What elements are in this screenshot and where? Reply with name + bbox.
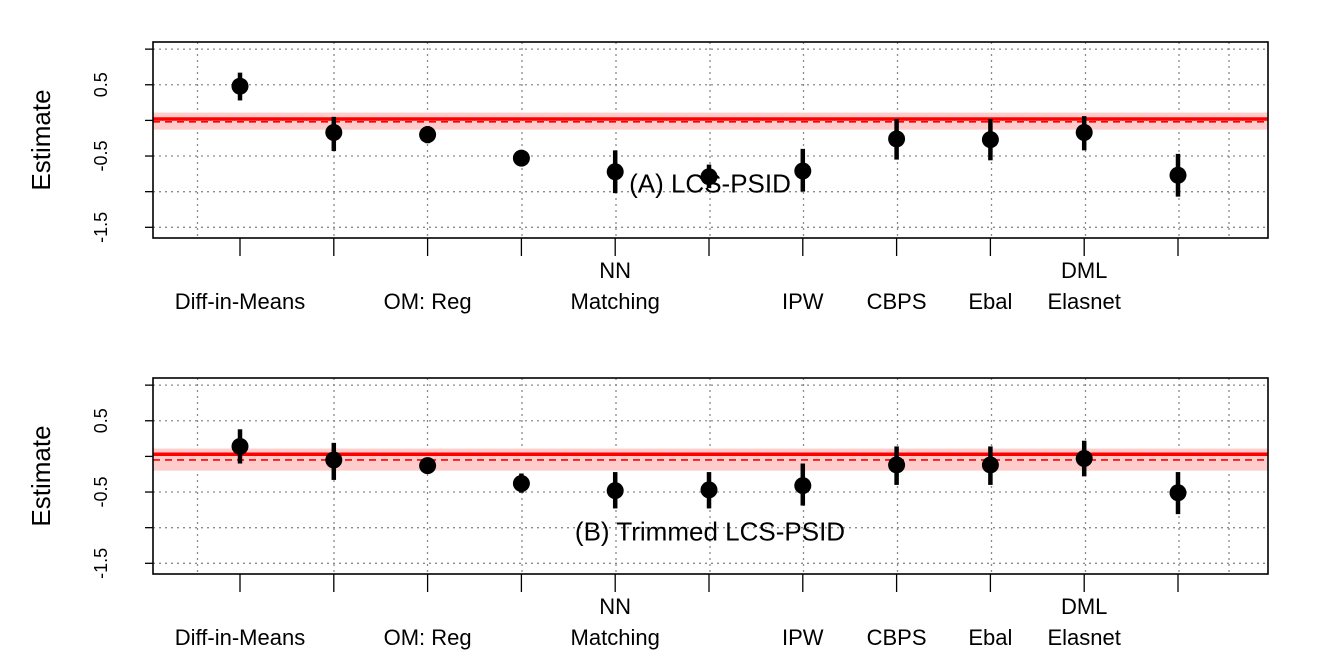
estimate-point bbox=[419, 126, 437, 144]
panel-b: -1.5 -0.5 0.5 Estimate Diff-in-Means OM: Reg N… bbox=[26, 377, 1269, 650]
x-tick-label: NN bbox=[599, 594, 631, 619]
estimate-point bbox=[231, 77, 249, 95]
x-tick-label: IPW bbox=[782, 289, 824, 314]
x-tick-label: OM: Reg bbox=[384, 625, 472, 650]
estimate-point bbox=[981, 131, 999, 149]
estimate-point bbox=[794, 162, 812, 180]
y-tick-label: -1.5 bbox=[91, 212, 111, 243]
estimate-point bbox=[606, 482, 624, 500]
y-axis-title: Estimate bbox=[26, 89, 56, 190]
panel-title: (B) Trimmed LCS-PSID bbox=[575, 517, 845, 547]
plot-frame bbox=[152, 41, 1269, 239]
y-tick-label: -0.5 bbox=[91, 141, 111, 172]
estimate-point bbox=[888, 130, 906, 148]
estimate-point bbox=[1169, 484, 1187, 502]
y-tick-label: -1.5 bbox=[91, 548, 111, 579]
panel-a: -1.5 -0.5 0.5 Estimate Diff-in-Means OM: Reg N… bbox=[26, 41, 1269, 314]
x-tick-label: CBPS bbox=[867, 625, 927, 650]
plot-frame bbox=[152, 377, 1269, 575]
x-tick-label: DML bbox=[1061, 594, 1107, 619]
x-tick-label: CBPS bbox=[867, 289, 927, 314]
estimate-point bbox=[700, 168, 718, 186]
estimate-point bbox=[981, 456, 999, 474]
estimate-point bbox=[231, 437, 249, 455]
x-tick-label: NN bbox=[599, 258, 631, 283]
x-tick-label: IPW bbox=[782, 625, 824, 650]
estimate-point bbox=[700, 481, 718, 499]
estimate-point bbox=[512, 474, 530, 492]
y-tick-label: 0.5 bbox=[91, 72, 111, 97]
x-tick-label: Elasnet bbox=[1048, 625, 1121, 650]
x-tick-label: Matching bbox=[571, 289, 660, 314]
x-tick-label: Ebal bbox=[968, 289, 1012, 314]
estimate-point bbox=[325, 124, 343, 142]
estimate-point bbox=[794, 477, 812, 495]
x-tick-label: Ebal bbox=[968, 625, 1012, 650]
estimate-point bbox=[512, 149, 530, 167]
estimate-point bbox=[1075, 450, 1093, 468]
estimate-point bbox=[888, 456, 906, 474]
y-tick-label: 0.5 bbox=[91, 408, 111, 433]
estimate-point bbox=[1075, 124, 1093, 142]
estimate-point bbox=[325, 451, 343, 469]
x-tick-label: Diff-in-Means bbox=[175, 289, 305, 314]
estimate-point bbox=[419, 457, 437, 475]
y-axis-title: Estimate bbox=[26, 425, 56, 526]
estimate-point bbox=[606, 163, 624, 181]
x-tick-label: Diff-in-Means bbox=[175, 625, 305, 650]
y-tick-label: -0.5 bbox=[91, 477, 111, 508]
estimate-point bbox=[1169, 166, 1187, 184]
x-tick-label: DML bbox=[1061, 258, 1107, 283]
x-tick-label: Elasnet bbox=[1048, 289, 1121, 314]
x-tick-label: OM: Reg bbox=[384, 289, 472, 314]
x-tick-label: Matching bbox=[571, 625, 660, 650]
